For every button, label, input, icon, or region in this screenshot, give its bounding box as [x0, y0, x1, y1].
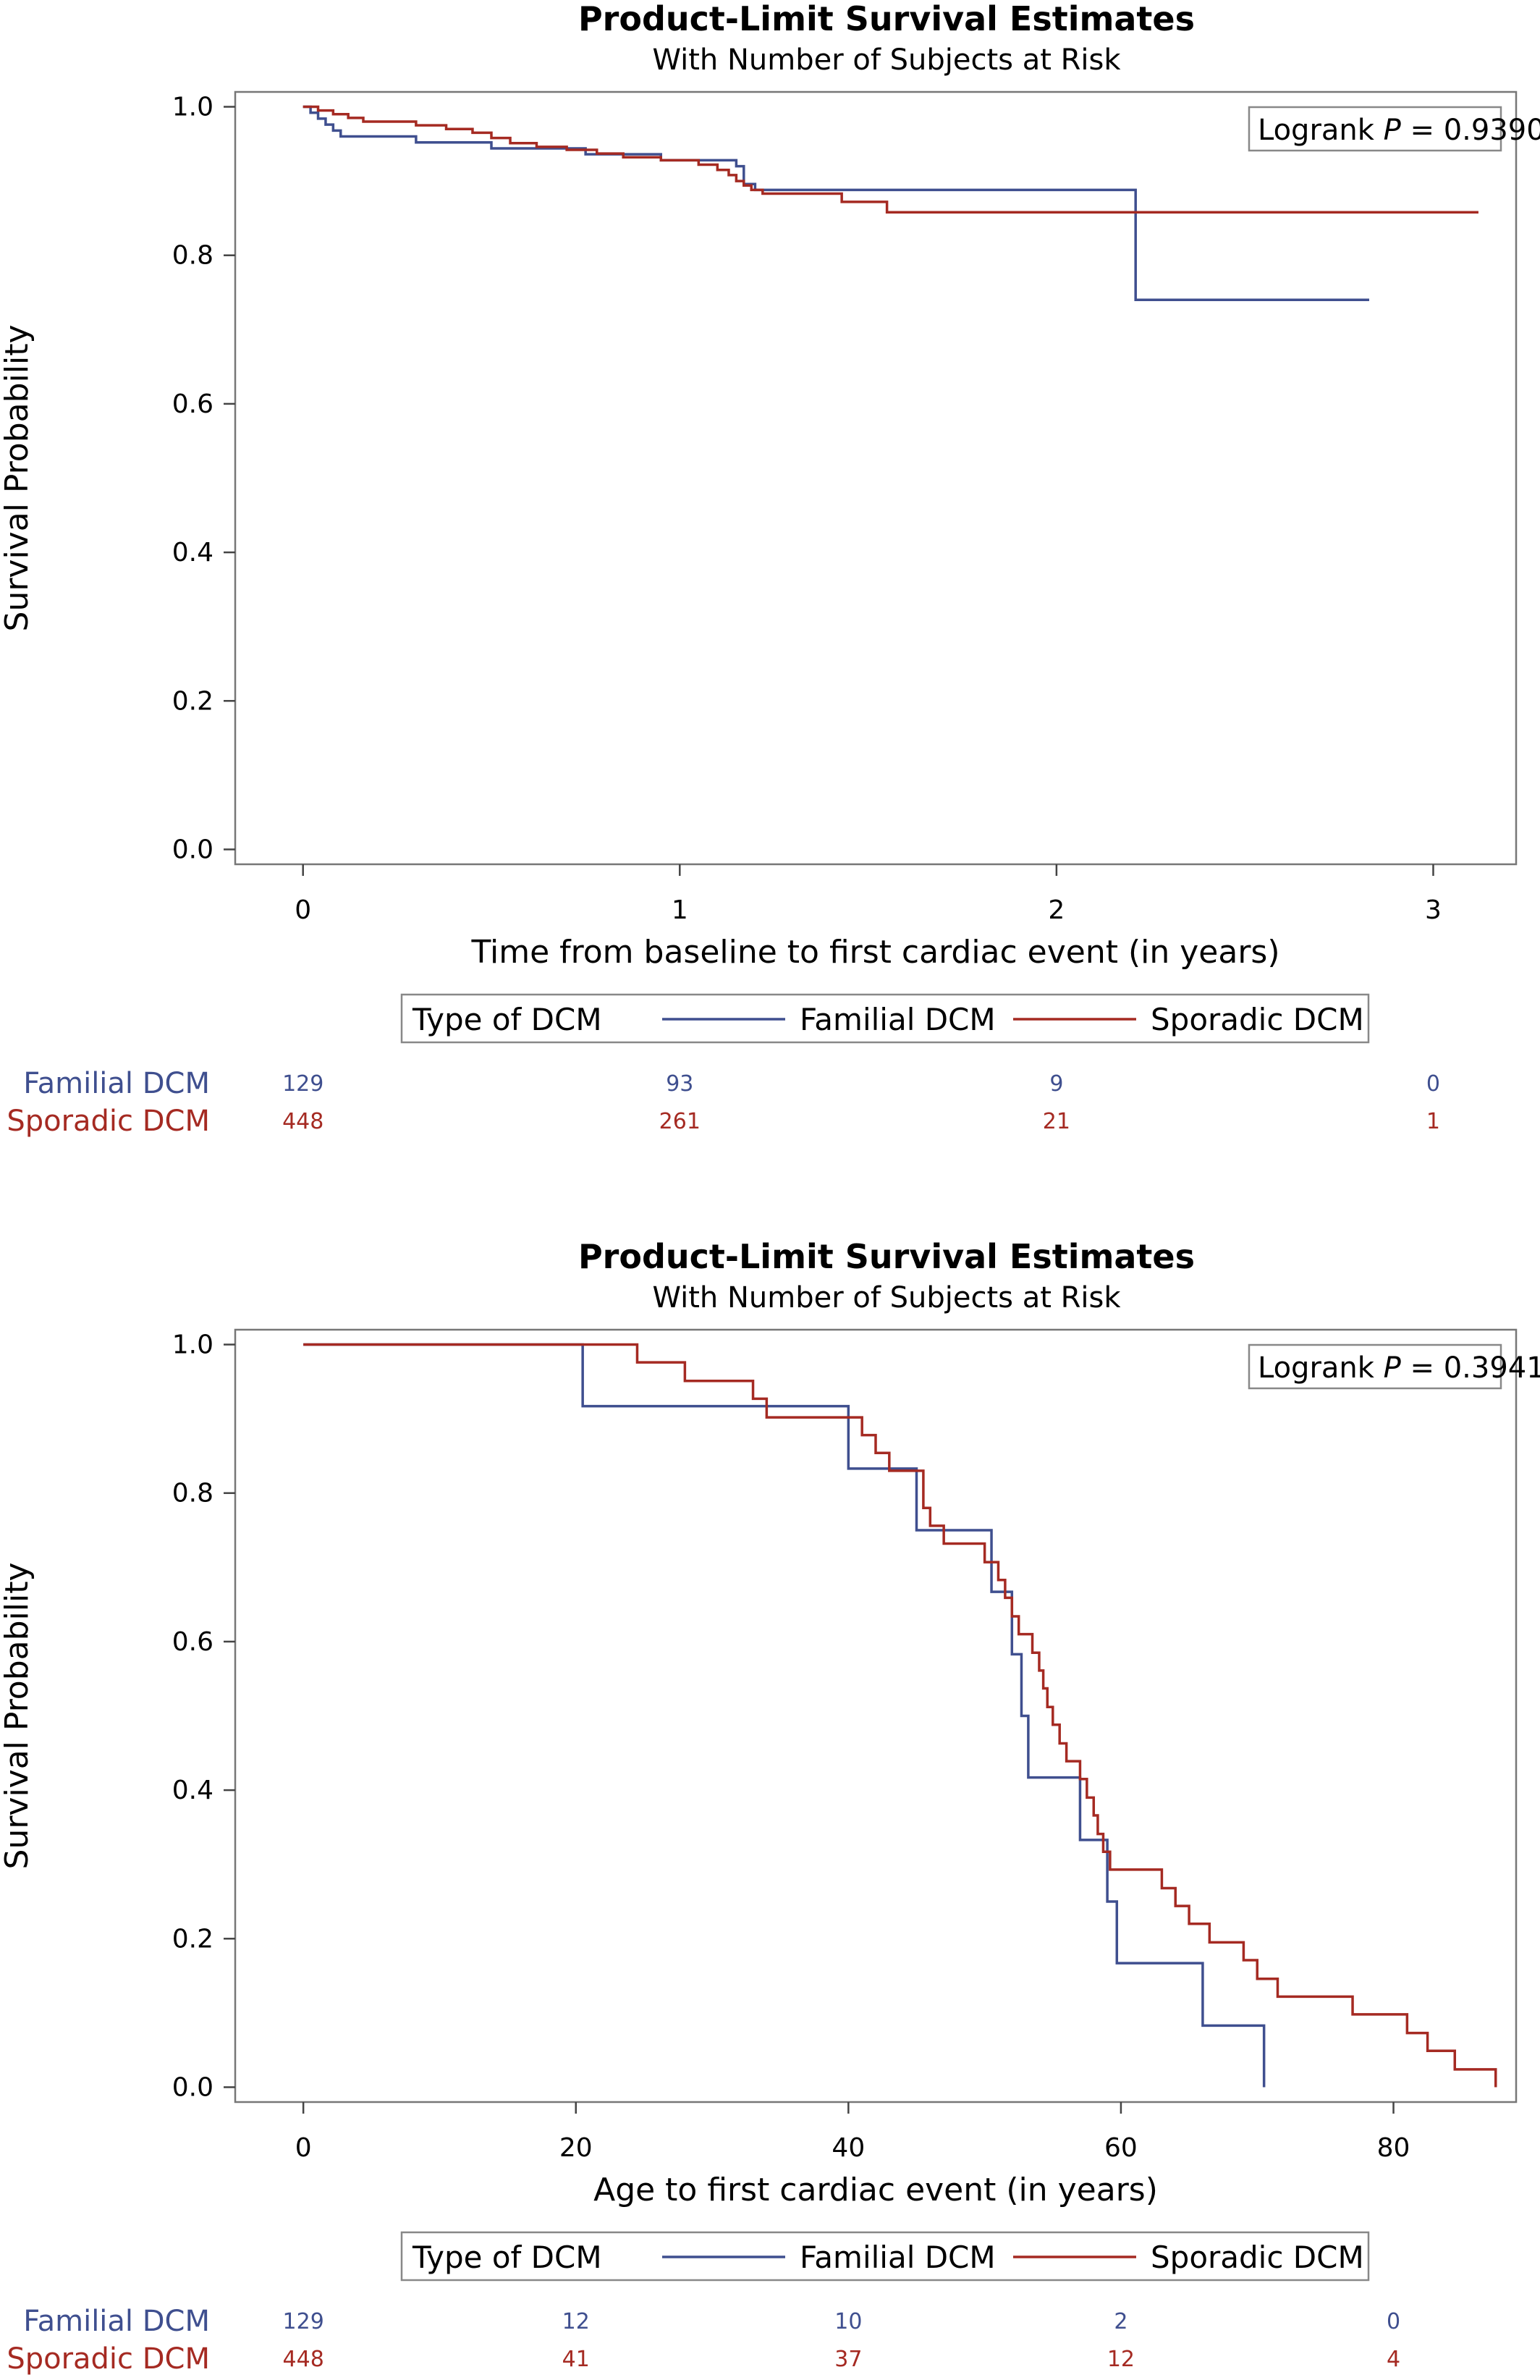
x-tick-label: 80 — [1377, 2133, 1410, 2163]
chart-panel-1: Product-Limit Survival Estimates With Num… — [0, 0, 1540, 1138]
at-risk-value: 129 — [283, 2309, 324, 2334]
chart-subtitle: With Number of Subjects at Risk — [652, 1281, 1121, 1315]
at-risk-row-label: Sporadic DCM — [7, 2342, 210, 2376]
legend-title: Type of DCM — [412, 2240, 602, 2275]
y-tick-label: 0.4 — [172, 538, 213, 567]
at-risk-value: 10 — [834, 2309, 862, 2334]
x-tick-label: 60 — [1104, 2133, 1138, 2163]
y-tick-label: 0.2 — [172, 686, 213, 716]
at-risk-row-label: Sporadic DCM — [7, 1105, 210, 1138]
at-risk-value: 4 — [1387, 2347, 1400, 2372]
legend-entry: Sporadic DCM — [1151, 2240, 1364, 2275]
legend-entry: Sporadic DCM — [1151, 1002, 1364, 1037]
chart-subtitle: With Number of Subjects at Risk — [652, 43, 1121, 77]
y-tick-label: 0.0 — [172, 2072, 213, 2102]
logrank-box — [1248, 106, 1502, 152]
logrank-text: Logrank P = 0.3941 — [1258, 1351, 1540, 1385]
series-line-familial-dcm — [303, 1343, 1266, 2088]
at-risk-value: 448 — [283, 2347, 324, 2372]
x-tick-label: 0 — [295, 895, 311, 925]
legend: Type of DCM Familial DCM Sporadic DCM — [400, 2231, 1370, 2282]
logrank-annotation: Logrank P = 0.9390 — [1248, 106, 1540, 152]
y-tick-label: 1.0 — [172, 93, 213, 122]
x-tick-label: 20 — [559, 2133, 593, 2163]
at-risk-row-label: Familial DCM — [23, 1067, 210, 1100]
y-tick-label: 0.0 — [172, 835, 213, 864]
legend-entry: Familial DCM — [800, 2240, 996, 2275]
at-risk-value: 12 — [1107, 2347, 1135, 2372]
legend: Type of DCM Familial DCM Sporadic DCM — [400, 993, 1370, 1044]
at-risk-value: 261 — [659, 1109, 701, 1134]
at-risk-value: 2 — [1114, 2309, 1128, 2334]
x-axis-label: Time from baseline to first cardiac even… — [470, 934, 1279, 971]
series-line-familial-dcm — [302, 105, 1369, 302]
legend-box — [400, 993, 1370, 1044]
at-risk-row-label: Familial DCM — [23, 2305, 210, 2338]
chart-panel-2: Product-Limit Survival Estimates With Num… — [0, 1237, 1540, 2376]
at-risk-value: 0 — [1426, 1071, 1440, 1097]
x-axis-label: Age to first cardiac event (in years) — [593, 2172, 1158, 2208]
x-tick-label: 1 — [672, 895, 688, 925]
y-tick-label: 1.0 — [172, 1330, 213, 1360]
chart-title: Product-Limit Survival Estimates — [578, 1237, 1195, 1276]
series-line-sporadic-dcm — [303, 1343, 1497, 2088]
logrank-box — [1248, 1343, 1502, 1390]
y-tick-label: 0.8 — [172, 241, 213, 271]
at-risk-value: 37 — [834, 2347, 862, 2372]
plot-frame — [234, 90, 1518, 866]
y-tick-label: 0.4 — [172, 1776, 213, 1805]
legend-title: Type of DCM — [412, 1002, 602, 1037]
legend-entry: Familial DCM — [800, 1002, 996, 1037]
at-risk-value: 21 — [1043, 1109, 1070, 1134]
chart-title: Product-Limit Survival Estimates — [578, 0, 1195, 38]
at-risk-value: 0 — [1387, 2309, 1400, 2334]
y-axis-label: Survival Probability — [0, 325, 35, 632]
at-risk-value: 448 — [282, 1109, 323, 1134]
at-risk-value: 93 — [666, 1071, 693, 1097]
logrank-annotation: Logrank P = 0.3941 — [1248, 1343, 1540, 1390]
at-risk-value: 9 — [1049, 1071, 1063, 1097]
x-tick-label: 40 — [832, 2133, 865, 2163]
x-tick-label: 0 — [295, 2133, 312, 2163]
logrank-text: Logrank P = 0.9390 — [1258, 114, 1540, 147]
legend-box — [400, 2231, 1370, 2282]
y-tick-label: 0.8 — [172, 1479, 213, 1508]
at-risk-value: 12 — [562, 2309, 590, 2334]
at-risk-value: 41 — [562, 2347, 590, 2372]
y-tick-label: 0.6 — [172, 389, 213, 419]
x-tick-label: 3 — [1425, 895, 1442, 925]
y-axis-label: Survival Probability — [0, 1563, 35, 1870]
plot-frame — [234, 1328, 1518, 2103]
y-tick-label: 0.6 — [172, 1627, 213, 1657]
series-line-sporadic-dcm — [302, 105, 1478, 214]
at-risk-value: 1 — [1426, 1109, 1440, 1134]
at-risk-value: 129 — [282, 1071, 323, 1097]
y-tick-label: 0.2 — [172, 1924, 213, 1954]
x-tick-label: 2 — [1048, 895, 1065, 925]
